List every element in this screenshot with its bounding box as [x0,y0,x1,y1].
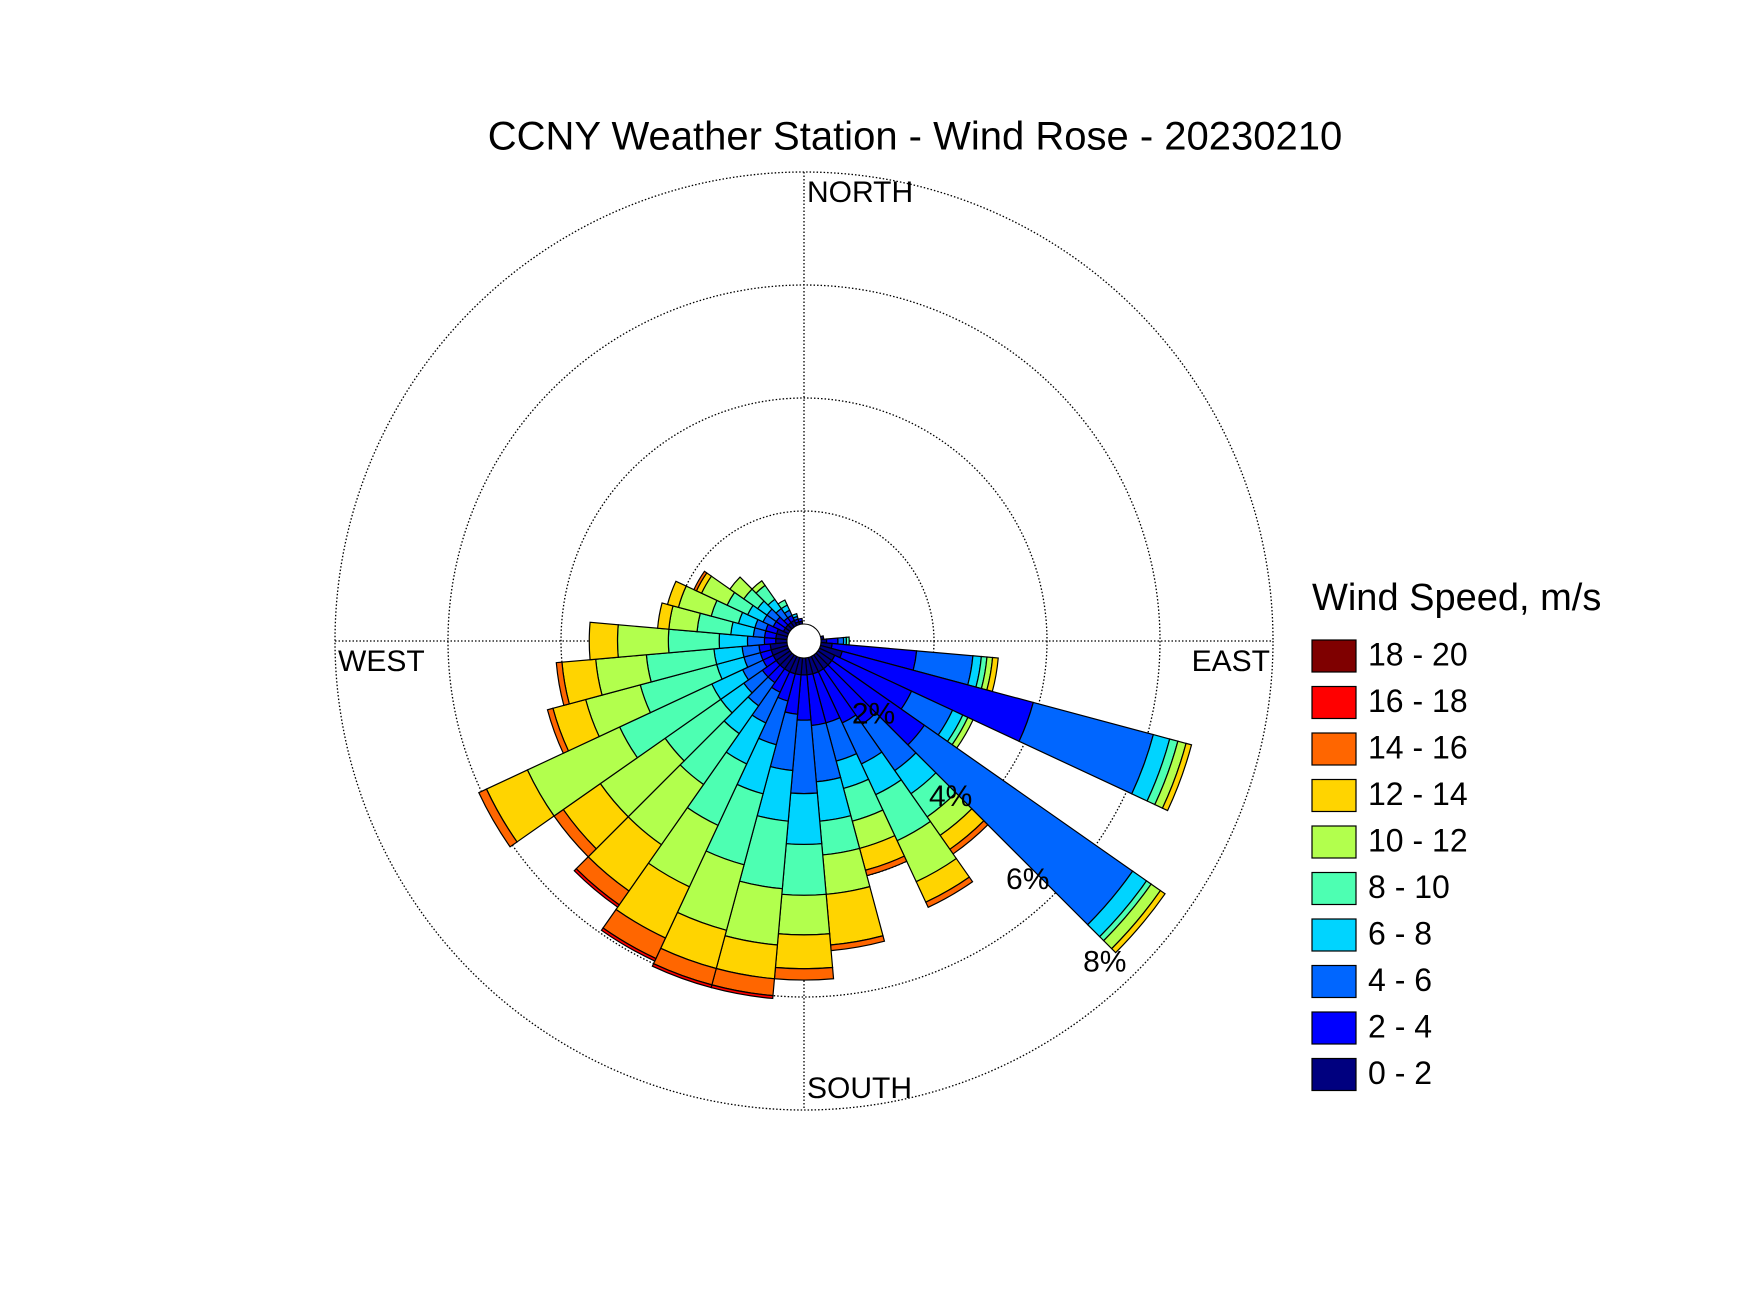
wedge-segment [600,927,657,962]
wedge-segment [751,579,766,594]
wedge-segment [777,893,831,936]
wedge-segment [797,617,803,623]
wedge-segment [651,962,713,989]
legend-swatch [1311,871,1357,906]
legend-title: Wind Speed, m/s [1312,577,1601,619]
legend-swatch [1311,1011,1357,1045]
wedge-segment [588,621,619,661]
chart-title: CCNY Weather Station - Wind Rose - 20230… [488,115,1343,159]
legend-swatch [1311,918,1357,952]
wedge-segment [666,580,687,609]
wedge-segment [573,867,621,908]
legend-label: 4 - 6 [1368,962,1432,998]
legend-swatch [1311,964,1357,999]
ring-label: 2% [852,698,895,731]
legend-label: 8 - 10 [1368,869,1450,905]
wedge-segment [845,636,850,646]
direction-label: WEST [338,645,425,678]
wedge-segment [546,707,570,755]
legend-swatch [1311,778,1357,813]
direction-label: SOUTH [807,1072,912,1105]
wedges [477,570,1193,1000]
wedge-segment [777,599,789,610]
wedge-segment [477,788,518,848]
ring-label: 8% [1083,945,1126,978]
wedge-segment [781,843,827,896]
wedge-segment [791,612,799,619]
legend-swatch [1311,1057,1357,1092]
ring-label: 4% [929,780,972,813]
legend-swatch [1311,732,1357,766]
wedge-segment [785,792,823,846]
legend-swatch [1311,639,1357,673]
wedge-segment [1018,701,1155,795]
direction-label: EAST [1192,645,1270,678]
wedge-segment [616,624,670,658]
legend-label: 0 - 2 [1368,1055,1432,1091]
wedge-segment [555,661,571,707]
wedge-segment [729,576,753,600]
wedge-segment [925,876,974,909]
legend-label: 16 - 18 [1368,683,1468,719]
grid-ring [334,171,1274,1111]
legend-swatch [1311,685,1357,720]
legend-label: 10 - 12 [1368,822,1468,858]
wedge-segment [1161,742,1193,812]
wedge-segment [656,602,674,630]
legend-label: 12 - 14 [1368,776,1468,812]
legend-label: 2 - 4 [1368,1008,1432,1044]
wedge-segment [774,933,834,970]
grid-ring [447,284,1161,998]
wedge-segment [693,570,708,592]
legend-label: 14 - 16 [1368,729,1468,765]
legend-swatch [1311,825,1357,859]
direction-label: NORTH [807,176,913,209]
wedge-segment [773,966,835,981]
wedge-segment [837,636,845,646]
center-hole [786,623,822,659]
wedge-segment [1110,889,1166,954]
legend-label: 18 - 20 [1368,636,1468,672]
ring-label: 6% [1006,863,1049,896]
legend-label: 6 - 8 [1368,915,1432,951]
wedge-segment [825,885,884,946]
labels: 2% 4% 6% 8% NORTH EAST SOUTH WEST 0 - 2 2 - 4 4 - … [338,176,1468,1105]
